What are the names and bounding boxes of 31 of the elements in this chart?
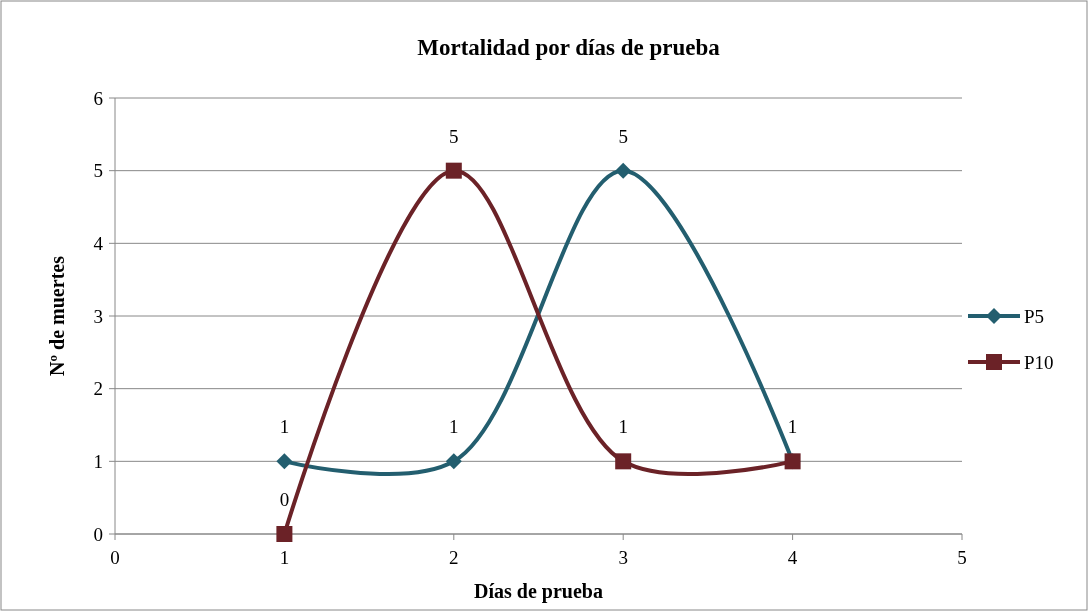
x-tick-label: 4 [787, 547, 798, 568]
y-tick-label: 1 [93, 450, 103, 472]
point [615, 162, 632, 179]
point [445, 453, 462, 470]
point [615, 453, 632, 470]
y-tick-label: 2 [93, 378, 103, 400]
point [276, 526, 293, 542]
y-tick-label: 0 [93, 523, 103, 545]
data-label: 5 [618, 125, 628, 147]
x-tick-label: 0 [110, 547, 120, 568]
x-tick-label: 3 [618, 547, 628, 568]
y-tick-label: 6 [93, 87, 103, 109]
x-tick-label: 2 [449, 547, 459, 568]
chart-title: Mortalidad por días de prueba [417, 35, 721, 60]
data-label: 1 [279, 416, 290, 438]
point [276, 453, 293, 470]
data-label: 1 [787, 416, 798, 438]
y-tick-label: 5 [93, 160, 103, 182]
legend-label: P5 [1024, 305, 1045, 327]
data-label: 0 [279, 489, 290, 510]
legend-label: P10 [1024, 351, 1054, 373]
y-tick-label: 4 [93, 232, 104, 254]
x-tick-label: 1 [279, 547, 290, 568]
x-tick-label: 5 [957, 547, 967, 568]
data-label: 1 [449, 416, 459, 438]
data-label: 5 [449, 125, 459, 147]
y-tick-label: 3 [93, 305, 103, 327]
data-label: 1 [618, 416, 628, 438]
y-axis-title: Nº de muertes [46, 255, 68, 376]
point [445, 162, 462, 179]
x-axis-title: Días de prueba [474, 580, 603, 603]
